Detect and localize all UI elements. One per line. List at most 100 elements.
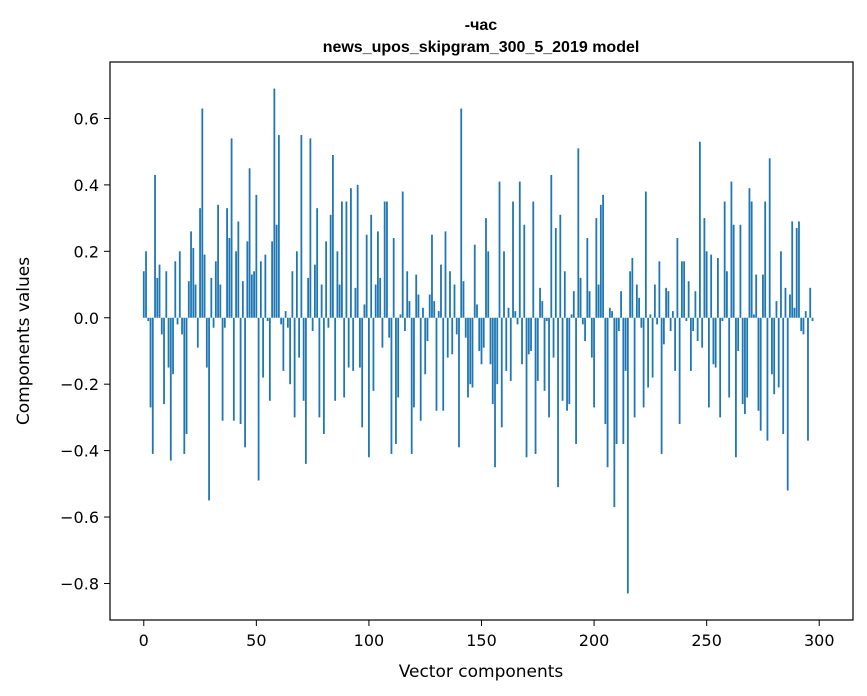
bar [156,277,159,318]
bar [259,261,262,318]
bar [214,261,217,318]
bar [804,311,807,318]
bar [262,317,264,378]
bar [617,317,620,332]
bar [532,201,535,318]
bar [205,317,208,368]
bar-series [142,88,814,594]
bar [683,261,686,318]
bar [500,317,503,428]
chart-title-line-1: -час [465,17,498,34]
bar [514,311,517,318]
bar [313,264,316,318]
bar [399,314,402,318]
bar [735,317,737,458]
bar [381,317,384,348]
x-tick-label: 300 [804,631,835,650]
bar [674,317,677,371]
bar [581,317,584,325]
bar [165,271,168,318]
bar [147,317,150,322]
bar [413,317,415,408]
bar [687,281,690,318]
plot-area-frame [109,61,854,621]
x-tick-label: 200 [579,631,610,650]
bar [651,317,654,378]
bar [422,307,424,318]
bar [255,194,258,318]
bar [658,261,661,318]
bar [365,234,368,318]
bar [512,201,514,318]
bar [588,291,591,318]
x-tick-label: 100 [354,631,385,650]
bar [694,291,697,318]
bar [383,201,386,318]
bar [487,251,490,318]
bar [561,317,564,401]
bar [154,174,156,318]
bar [361,317,364,428]
bar [392,238,395,318]
bar [455,317,458,335]
bar [329,214,332,318]
y-axis-ticks: −0.8 −0.6 −0.4 −0.2 0.0 0.2 0.4 0.6 [60,109,110,593]
x-tick-label: 250 [691,631,722,650]
bar [638,297,641,318]
bar [266,317,269,322]
bar [671,311,674,318]
bar [577,148,580,318]
bar [327,317,330,328]
bar [169,317,172,461]
bar [217,204,219,318]
bar [453,284,456,318]
bar [498,181,501,318]
bar [608,307,611,318]
bar [721,317,724,322]
y-tick-label: 0.2 [74,242,99,261]
bar [397,317,400,398]
bar [604,317,607,425]
bar [802,317,805,335]
y-tick-label: −0.2 [60,375,99,394]
bar [505,317,508,371]
bar [334,317,337,401]
bar [293,317,296,418]
bar [762,274,764,318]
bar [304,317,307,464]
bar [669,317,672,332]
bar [246,241,249,318]
bar [798,221,800,318]
bar [642,317,645,408]
bar [444,231,447,318]
bar [572,291,575,318]
bar [667,291,670,318]
bar [464,317,467,338]
bar [753,314,755,318]
bar [309,138,312,318]
bar [239,317,242,425]
bar [719,317,722,418]
bar [257,317,260,481]
bar [199,208,201,318]
chart-title-line-2: news_upos_skipgram_300_5_2019 model [323,39,640,56]
bar [167,317,170,368]
bar [359,317,361,368]
bar [793,307,796,318]
bar [744,317,746,415]
bar [338,284,341,318]
bar [809,287,812,318]
x-axis-label: Vector components [399,662,564,682]
bar [602,194,604,318]
bar [647,317,650,388]
bar [710,254,713,318]
bar [786,317,789,491]
bar [476,304,478,318]
bar [192,248,195,318]
bar [160,317,163,335]
bar [593,317,595,408]
bar [597,284,600,318]
bar [701,317,704,348]
bar [388,317,391,338]
